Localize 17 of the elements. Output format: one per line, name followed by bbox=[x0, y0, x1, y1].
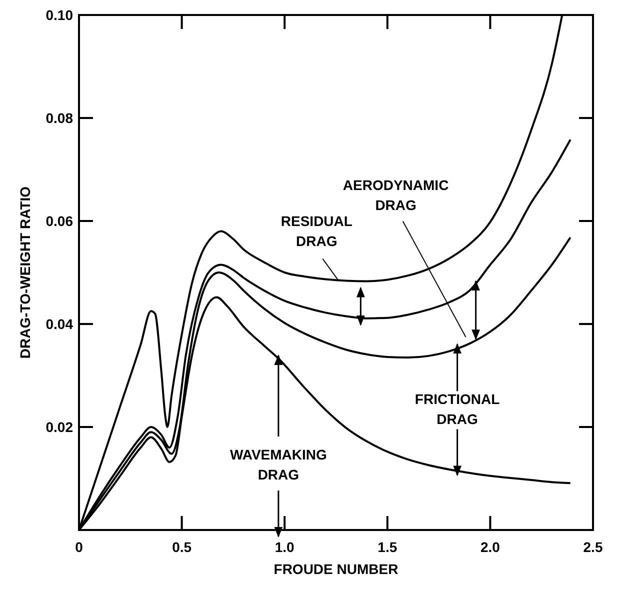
y-tick-label: 0.02 bbox=[46, 419, 74, 435]
annotation: AERODYNAMIC DRAG bbox=[342, 177, 449, 214]
y-tick-label: 0.06 bbox=[46, 213, 74, 229]
y-tick-label: 0.04 bbox=[46, 316, 74, 332]
x-tick-label: 1.0 bbox=[274, 539, 295, 555]
y-tick-label: 0.08 bbox=[46, 110, 74, 126]
x-tick-label: 2.5 bbox=[583, 539, 603, 555]
x-tick-label: 0 bbox=[75, 539, 84, 555]
y-axis-title: DRAG-TO-WEIGHT RATIO bbox=[17, 186, 33, 359]
y-tick-label: 0.10 bbox=[46, 7, 74, 23]
annotation: WAVEMAKING DRAG bbox=[230, 446, 328, 483]
x-axis-title: FROUDE NUMBER bbox=[274, 561, 398, 577]
x-tick-label: 1.5 bbox=[378, 539, 398, 555]
annotation: RESIDUAL DRAG bbox=[280, 212, 353, 249]
x-tick-label: 2.0 bbox=[480, 539, 500, 555]
x-tick-label: 0.5 bbox=[172, 539, 192, 555]
annotation: FRICTIONAL DRAG bbox=[414, 391, 500, 428]
